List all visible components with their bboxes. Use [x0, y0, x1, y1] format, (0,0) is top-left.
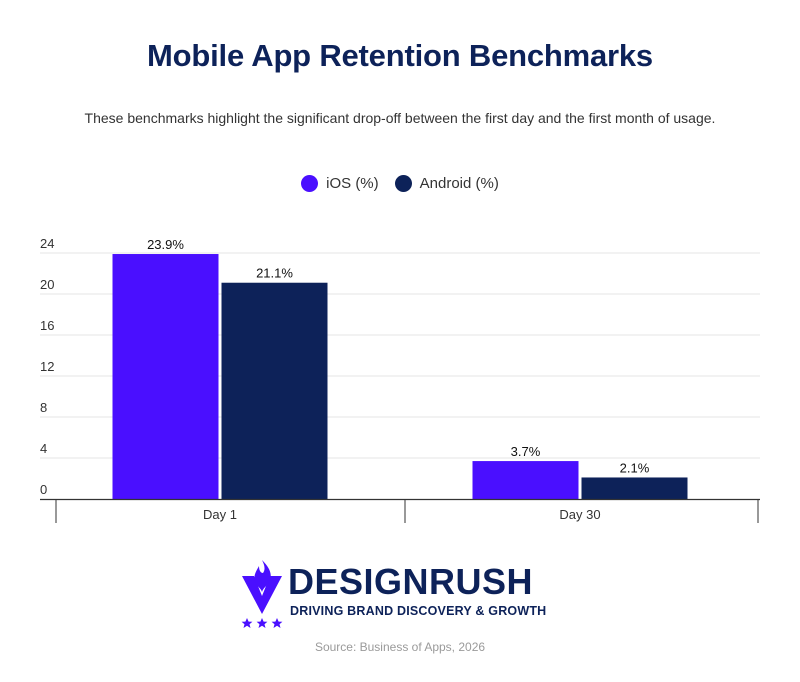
legend-swatch-android [394, 175, 412, 192]
chart-title: Mobile App Retention Benchmarks [147, 38, 653, 73]
data-label: 21.1% [256, 266, 293, 281]
data-label: 23.9% [147, 237, 184, 252]
y-tick-label: 0 [40, 482, 47, 497]
y-tick-label: 16 [40, 318, 54, 333]
bars [112, 254, 688, 499]
bar-ios-day-30[interactable] [472, 461, 579, 499]
data-label: 3.7% [511, 444, 541, 459]
bar-android-day-1[interactable] [221, 282, 328, 499]
x-category-label: Day 1 [203, 507, 237, 522]
chart-legend: iOS (%) Android (%) [0, 175, 800, 192]
data-labels: 23.9% 21.1% 3.7% 2.1% [147, 237, 650, 475]
y-tick-label: 4 [40, 441, 47, 456]
bar-ios-day-1[interactable] [112, 254, 219, 499]
bar-android-day-30[interactable] [581, 477, 688, 499]
source-note: Source: Business of Apps, 2026 [314, 640, 486, 654]
chart-subtitle: These benchmarks highlight the significa… [84, 110, 716, 126]
y-axis-ticks: 0 4 8 12 16 20 24 [40, 236, 54, 497]
legend-label-android: Android (%) [419, 175, 499, 192]
x-category-label: Day 30 [559, 507, 600, 522]
designrush-logo[interactable]: DESIGNRUSH DRIVING BRAND DISCOVERY & GRO… [240, 558, 570, 628]
y-tick-label: 12 [40, 359, 54, 374]
legend-item-android[interactable]: Android (%) [394, 175, 499, 192]
y-tick-label: 24 [40, 236, 54, 251]
legend-item-ios[interactable]: iOS (%) [301, 175, 379, 192]
x-axis: Day 1 Day 30 [40, 498, 760, 523]
brand-tagline: DRIVING BRAND DISCOVERY & GROWTH [290, 604, 547, 618]
brand-name: DESIGNRUSH [288, 561, 534, 602]
y-tick-label: 20 [40, 277, 54, 292]
designrush-flame-shield-icon [241, 560, 283, 628]
legend-swatch-ios [301, 175, 319, 192]
y-tick-label: 8 [40, 400, 47, 415]
data-label: 2.1% [620, 460, 650, 475]
legend-label-ios: iOS (%) [326, 175, 379, 192]
